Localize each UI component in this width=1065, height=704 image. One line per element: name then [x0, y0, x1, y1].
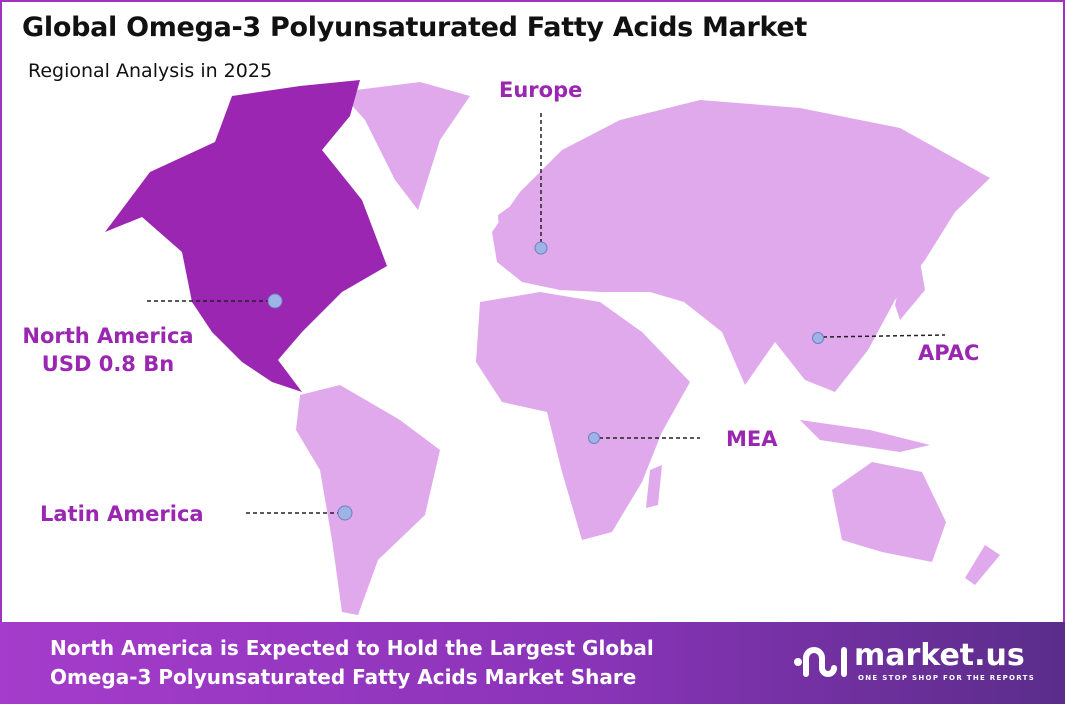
- footer-line-1: North America is Expected to Hold the La…: [50, 636, 654, 660]
- latin-america-marker: [337, 505, 353, 521]
- frame: [0, 0, 1065, 624]
- label-mea: MEA: [726, 427, 778, 451]
- north-america-region: [105, 80, 387, 392]
- label-latin-america: Latin America: [40, 502, 204, 526]
- label-north-america: North America USD 0.8 Bn: [14, 322, 202, 378]
- page-title: Global Omega-3 Polyunsaturated Fatty Aci…: [22, 12, 808, 43]
- footer-line-2: Omega-3 Polyunsaturated Fatty Acids Mark…: [50, 665, 637, 689]
- logo-name: market.us: [854, 638, 1025, 673]
- label-apac: APAC: [918, 341, 980, 365]
- market-us-logo: market.us ONE STOP SHOP FOR THE REPORTS: [792, 638, 1034, 688]
- uk: [498, 205, 516, 246]
- new-zealand: [965, 545, 1000, 585]
- indonesia: [800, 420, 930, 452]
- north-america-name: North America: [22, 324, 194, 348]
- north-america-marker: [267, 293, 283, 309]
- footer-banner: North America is Expected to Hold the La…: [0, 622, 1065, 704]
- australia: [832, 462, 946, 562]
- greenland: [340, 82, 470, 210]
- logo-tagline: ONE STOP SHOP FOR THE REPORTS: [858, 674, 1036, 682]
- africa: [476, 292, 690, 540]
- label-europe: Europe: [499, 78, 583, 102]
- eurasia: [492, 100, 990, 392]
- japan: [895, 250, 925, 320]
- leader-lines: [147, 113, 946, 514]
- footer-text: North America is Expected to Hold the La…: [50, 634, 654, 692]
- south-america: [296, 385, 440, 615]
- madagascar: [646, 465, 662, 508]
- north-america-value: USD 0.8 Bn: [41, 352, 175, 376]
- page-subtitle: Regional Analysis in 2025: [28, 60, 273, 82]
- world-map: [105, 80, 1000, 615]
- mea-marker: [588, 432, 600, 444]
- other-regions: [296, 82, 1000, 615]
- apac-marker: [812, 332, 824, 344]
- europe-marker: [534, 241, 548, 255]
- logo-mark-icon: [794, 647, 847, 677]
